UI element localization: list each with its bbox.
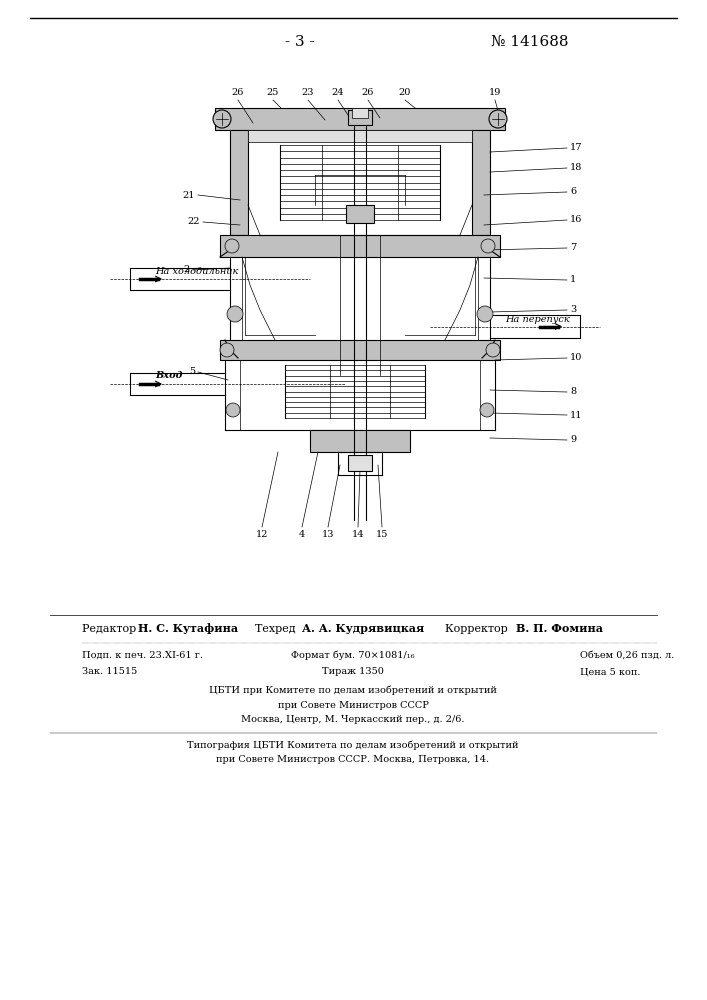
Text: 20: 20 xyxy=(399,88,411,97)
Text: Редактор: Редактор xyxy=(82,624,140,634)
Text: 23: 23 xyxy=(302,88,314,97)
Text: А. А. Кудрявицкая: А. А. Кудрявицкая xyxy=(302,623,424,634)
Text: Вход: Вход xyxy=(155,370,182,379)
Text: Москва, Центр, М. Черкасский пер., д. 2/6.: Москва, Центр, М. Черкасский пер., д. 2/… xyxy=(241,715,464,724)
Text: 16: 16 xyxy=(570,216,583,225)
Text: 25: 25 xyxy=(267,88,279,97)
Polygon shape xyxy=(230,130,248,235)
Text: Формат бум. 70×1081/₁₆: Формат бум. 70×1081/₁₆ xyxy=(291,650,415,660)
Circle shape xyxy=(227,306,243,322)
Text: 18: 18 xyxy=(570,163,583,172)
Text: Тираж 1350: Тираж 1350 xyxy=(322,667,384,676)
Bar xyxy=(348,455,372,471)
Text: Корректор: Корректор xyxy=(445,624,511,634)
Text: 5: 5 xyxy=(189,367,195,376)
Text: На холодильник: На холодильник xyxy=(155,267,238,276)
Text: 19: 19 xyxy=(489,88,501,97)
Text: 21: 21 xyxy=(182,190,195,200)
Text: 7: 7 xyxy=(570,243,576,252)
Text: 26: 26 xyxy=(232,88,244,97)
Text: 24: 24 xyxy=(332,88,344,97)
Text: Цена 5 коп.: Цена 5 коп. xyxy=(580,667,641,676)
Text: Типография ЦБТИ Комитета по делам изобретений и открытий: Типография ЦБТИ Комитета по делам изобре… xyxy=(187,740,519,750)
Text: 12: 12 xyxy=(256,530,268,539)
Text: В. П. Фомина: В. П. Фомина xyxy=(516,623,603,634)
Bar xyxy=(220,340,500,360)
Polygon shape xyxy=(215,108,505,130)
Circle shape xyxy=(225,239,239,253)
Polygon shape xyxy=(248,130,472,142)
Text: 26: 26 xyxy=(362,88,374,97)
Text: ЦБТИ при Комитете по делам изобретений и открытий: ЦБТИ при Комитете по делам изобретений и… xyxy=(209,686,497,695)
Text: 11: 11 xyxy=(570,410,583,420)
Bar xyxy=(220,235,500,257)
Text: 3: 3 xyxy=(570,306,576,314)
Text: Н. С. Кутафина: Н. С. Кутафина xyxy=(138,623,238,634)
Circle shape xyxy=(480,403,494,417)
Text: Техред: Техред xyxy=(255,624,299,634)
Text: 1: 1 xyxy=(570,275,576,284)
Text: 6: 6 xyxy=(570,188,576,196)
Text: при Совете Министров СССР: при Совете Министров СССР xyxy=(278,701,428,710)
Text: - 3 -: - 3 - xyxy=(285,35,315,49)
Text: 22: 22 xyxy=(187,218,200,227)
Bar xyxy=(348,110,372,125)
Text: Зак. 11515: Зак. 11515 xyxy=(82,667,137,676)
Circle shape xyxy=(481,239,495,253)
Circle shape xyxy=(226,403,240,417)
Circle shape xyxy=(220,343,234,357)
Text: при Совете Министров СССР. Москва, Петровка, 14.: при Совете Министров СССР. Москва, Петро… xyxy=(216,755,489,764)
Text: 9: 9 xyxy=(570,436,576,444)
Text: 14: 14 xyxy=(352,530,364,539)
Circle shape xyxy=(486,343,500,357)
Circle shape xyxy=(489,110,507,128)
Text: 15: 15 xyxy=(376,530,388,539)
Text: 13: 13 xyxy=(322,530,334,539)
Polygon shape xyxy=(472,130,490,235)
Bar xyxy=(310,430,410,452)
Text: На перепуск: На перепуск xyxy=(505,316,570,324)
Text: 17: 17 xyxy=(570,143,583,152)
Text: 8: 8 xyxy=(570,387,576,396)
Text: Подп. к печ. 23.XI-61 г.: Подп. к печ. 23.XI-61 г. xyxy=(82,651,203,660)
Bar xyxy=(346,205,374,223)
Text: 2: 2 xyxy=(184,265,190,274)
Text: № 141688: № 141688 xyxy=(491,35,568,49)
Bar xyxy=(352,108,368,118)
Circle shape xyxy=(213,110,231,128)
Text: 4: 4 xyxy=(299,530,305,539)
Circle shape xyxy=(477,306,493,322)
Text: 10: 10 xyxy=(570,354,583,362)
Text: Объем 0,26 пзд. л.: Объем 0,26 пзд. л. xyxy=(580,651,674,660)
